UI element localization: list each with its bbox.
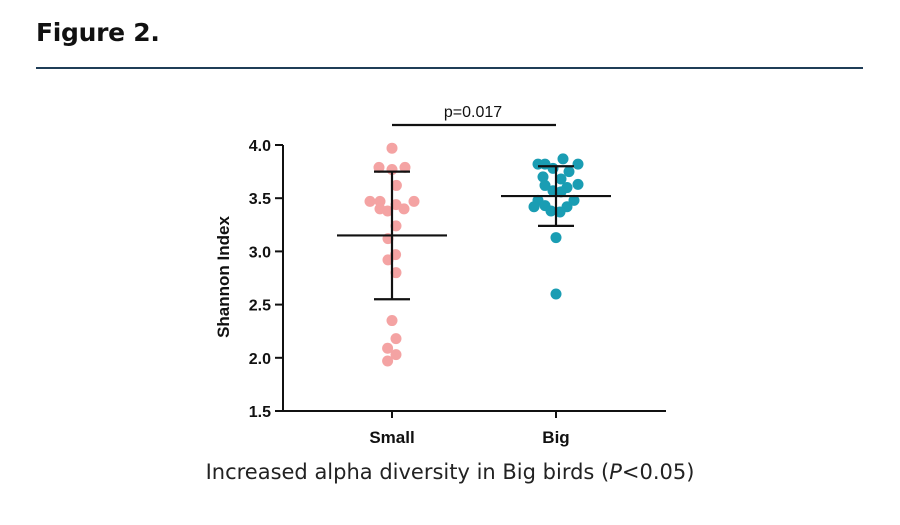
data-point-big [568,194,580,206]
figure-heading: Figure 2. [36,18,160,47]
data-point-small [390,333,402,345]
data-point-big [545,205,557,217]
y-tick-label: 3.5 [249,191,271,208]
data-point-big [550,232,562,244]
y-tick-label: 3.0 [249,244,271,261]
data-point-big [555,186,567,198]
data-point-small [373,161,385,173]
data-point-big [572,178,584,190]
data-point-small [386,142,398,154]
data-point-small [390,267,402,279]
chart-stats [337,123,611,301]
y-axis-label: Shannon Index [214,216,233,338]
data-point-big [557,153,569,165]
caption-suffix: <0.05) [621,460,695,484]
y-tick-label: 4.0 [249,138,271,155]
chart-axes: 1.5 2.0 2.5 3.0 3.5 4.0 Small Big [249,138,666,447]
chart-marks [364,142,584,367]
p-value-annotation: p=0.017 [444,104,502,121]
caption-italic-p: P [609,460,622,484]
x-tick-label-small: Small [369,428,414,447]
data-point-big [563,166,575,178]
data-point-small [390,349,402,361]
y-tick-label: 1.5 [249,404,271,421]
data-point-small [390,179,402,191]
data-point-small [390,220,402,232]
data-point-small [382,205,394,217]
data-point-small [382,342,394,354]
data-point-small [364,195,376,207]
data-point-small [382,355,394,367]
data-point-small [398,203,410,215]
data-point-small [399,161,411,173]
heading-divider [36,67,863,69]
data-point-small [386,315,398,327]
y-tick-label: 2.5 [249,298,271,315]
x-tick-label-big: Big [542,428,569,447]
data-point-big [572,158,584,170]
data-point-big [550,288,562,300]
data-point-small [382,254,394,266]
caption-prefix: Increased alpha diversity in Big birds ( [205,460,610,484]
data-point-big [554,206,566,218]
figure-caption: Increased alpha diversity in Big birds (… [0,460,900,484]
y-tick-label: 2.0 [249,351,271,368]
data-point-big [539,179,551,191]
data-point-small [408,195,420,207]
data-point-big [528,201,540,213]
data-point-big [537,171,549,183]
data-point-big [555,173,567,185]
